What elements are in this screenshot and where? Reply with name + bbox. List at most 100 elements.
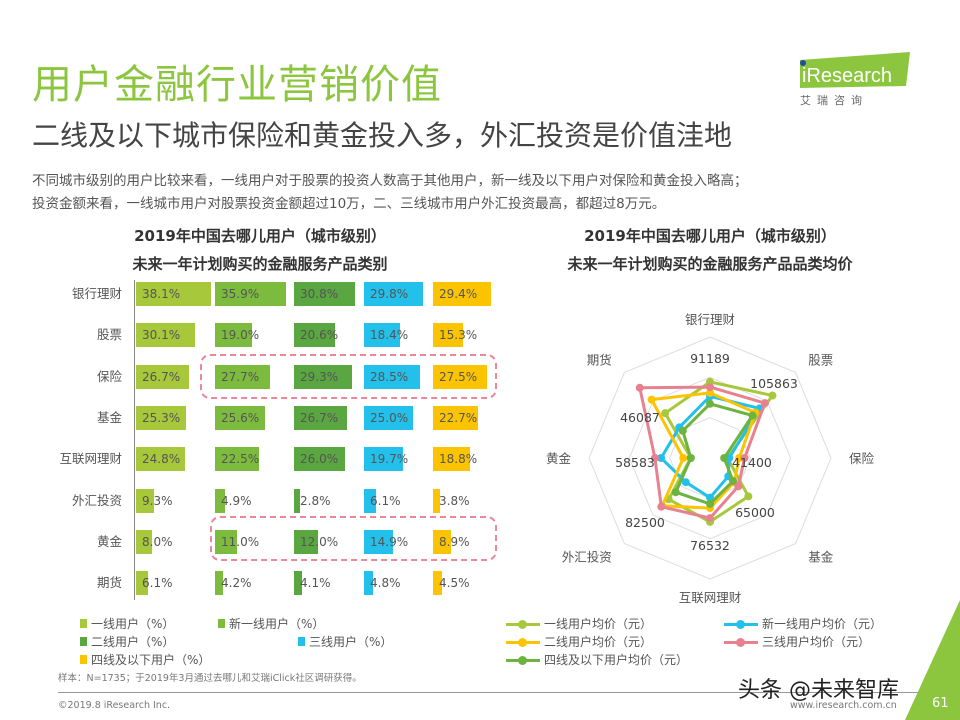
bar-value-label: 4.2% [221, 576, 252, 591]
radar-axis-label: 保险 [849, 451, 875, 466]
corner-decoration [905, 600, 960, 720]
radar-point [706, 514, 714, 523]
description: 不同城市级别的用户比较来看，一线用户对于股票的投资人数高于其他用户，新一线及以下… [32, 170, 932, 216]
bar [433, 282, 491, 306]
legend-line-swatch [506, 655, 540, 665]
bar [364, 323, 401, 348]
radar-point [706, 383, 714, 392]
legend-item: 新一线用户均价（元） [724, 615, 882, 632]
description-line: 投资金额来看，一线城市用户对股票投资金额超过10万，二、三线城市用户外汇投资最高… [32, 196, 666, 212]
category-label: 外汇投资 [71, 492, 122, 508]
legend-label: 四线及以下用户均价（元） [544, 653, 689, 667]
bar-value-label: 29.4% [439, 287, 478, 301]
bar-chart-title-line: 2019年中国去哪儿用户（城市级别） [134, 227, 386, 245]
bar [433, 488, 441, 513]
page-subtitle: 二线及以下城市保险和黄金投入多，外汇投资是价值洼地 [32, 119, 733, 152]
legend-item: 四线及以下用户均价（元） [506, 651, 688, 668]
radar-axis-label: 外汇投资 [562, 549, 612, 564]
bar-axis [134, 280, 135, 600]
bar [364, 488, 377, 513]
category-label: 银行理财 [71, 286, 122, 301]
page-number: 61 [932, 696, 949, 711]
category-label: 黄金 [96, 533, 122, 549]
radar-point [734, 482, 743, 491]
bar [136, 529, 152, 554]
radar-chart-title-line: 2019年中国去哪儿用户（城市级别） [584, 227, 836, 245]
radar-value-label: 58583 [615, 455, 655, 470]
bar-chart: 银行理财 38.1% 35.9% 30.8% 29.8% 29.4% 股票 30.1% 19.0… [0, 270, 510, 600]
radar-point [744, 492, 753, 501]
legend-item: 二线用户（%） [80, 633, 174, 650]
bar-value-label: 8.0% [142, 534, 173, 549]
bar-value-label: 22.5% [221, 452, 260, 467]
bar-value-label: 15.3% [439, 328, 478, 343]
radar-chart-subtitle: 未来一年计划购买的金融服务产品品类均价 [567, 255, 853, 273]
bar-value-label: 20.6% [300, 328, 339, 343]
bar [364, 405, 414, 430]
bar-value-label: 6.1% [142, 576, 173, 591]
radar-axis-label: 股票 [808, 353, 833, 368]
radar-point [729, 477, 738, 486]
bar [294, 529, 318, 554]
bar [136, 571, 149, 596]
legend-line-swatch [724, 619, 758, 629]
radar-point [681, 478, 690, 487]
radar-point [720, 454, 729, 462]
sample-note: 样本：N=1735；于2019年3月通过去哪儿和艾瑞iClick社区调研获得。 [58, 673, 362, 684]
bar-chart-subtitle: 未来一年计划购买的金融服务产品类别 [132, 255, 388, 273]
bar [294, 571, 303, 596]
highlight-gold [210, 516, 497, 561]
legend-item: 三线用户均价（元） [724, 633, 870, 650]
bar-value-label: 28.5% [370, 369, 409, 384]
radar-point [679, 454, 688, 462]
radar-point [647, 395, 656, 404]
category-label: 股票 [96, 327, 122, 343]
radar-point [661, 409, 670, 418]
bar [294, 447, 346, 472]
radar-value-label: 41400 [732, 455, 772, 470]
radar-value-label: 65000 [735, 505, 775, 520]
bar [215, 447, 260, 472]
radar-point [650, 454, 659, 462]
radar-value-label: 46087 [620, 410, 660, 425]
radar-grid-ring [628, 376, 792, 540]
legend-line-swatch [724, 637, 758, 647]
bar-value-label: 19.0% [221, 328, 260, 343]
legend-label: 新一线用户（%） [229, 617, 325, 631]
bar-value-label: 38.1% [142, 287, 181, 301]
svg-text:艾瑞咨询: 艾瑞咨询 [800, 93, 868, 107]
bar-value-label: 25.6% [221, 410, 260, 425]
bar [294, 364, 352, 389]
svg-text:iResearch: iResearch [802, 65, 892, 87]
legend-swatch [80, 637, 87, 646]
bar [215, 571, 224, 596]
bar [294, 488, 300, 513]
legend-label: 四线及以下用户（%） [91, 653, 211, 667]
radar-point [657, 454, 666, 462]
radar-axis-label: 基金 [808, 549, 834, 564]
bar [215, 364, 270, 389]
bar-value-label: 18.4% [370, 328, 409, 343]
bar [136, 282, 212, 306]
bar-value-label: 8.9% [439, 534, 470, 549]
category-label: 保险 [96, 368, 122, 384]
radar-point [706, 388, 714, 397]
iresearch-logo: iResearch 艾瑞咨询 [796, 52, 914, 108]
footer-divider [58, 692, 928, 693]
bar-value-label: 12.0% [300, 534, 339, 549]
bar [433, 529, 451, 554]
bar [215, 323, 253, 348]
legend-label: 一线用户（%） [91, 617, 175, 631]
legend-swatch [218, 619, 225, 628]
bar-value-label: 26.7% [142, 369, 181, 384]
bar [364, 282, 423, 306]
bar [215, 529, 237, 554]
legend-item: 一线用户均价（元） [506, 615, 652, 632]
bar [364, 529, 394, 554]
radar-point [760, 399, 769, 408]
bar-value-label: 27.7% [221, 369, 260, 384]
bar-value-label: 29.3% [300, 369, 339, 384]
bar [433, 405, 478, 430]
bar-value-label: 25.3% [142, 410, 181, 425]
